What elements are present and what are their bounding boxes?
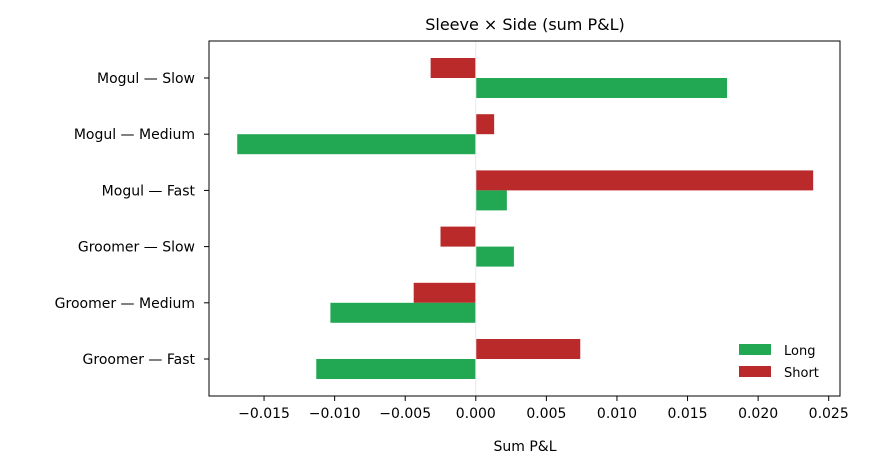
x-tick-label: 0.015	[667, 406, 707, 422]
bar-short	[475, 114, 495, 135]
bar-long	[237, 134, 476, 155]
chart-title: Sleeve × Side (sum P&L)	[425, 15, 625, 34]
bar-long	[316, 359, 476, 379]
y-tick-label: Mogul — Fast	[102, 183, 196, 199]
bar-long	[475, 78, 728, 98]
bar-short	[475, 339, 581, 359]
x-tick-label: 0.000	[456, 406, 496, 422]
bar-short	[430, 58, 476, 78]
axes-frame	[208, 40, 841, 397]
bar-short	[413, 282, 476, 303]
y-tick-label: Mogul — Medium	[74, 127, 195, 143]
y-tick-label: Groomer — Medium	[55, 296, 195, 312]
bar-long	[475, 246, 514, 267]
y-tick-label: Groomer — Fast	[83, 352, 196, 368]
y-tick-label: Groomer — Slow	[78, 240, 195, 256]
legend-swatch-long	[739, 344, 771, 355]
x-tick-label: 0.020	[738, 406, 778, 422]
legend-label-long: Long	[784, 344, 815, 359]
bar-short	[440, 226, 476, 247]
bar-short	[475, 170, 814, 191]
bar-long	[475, 190, 507, 211]
x-tick-label: −0.010	[309, 406, 361, 422]
x-tick-label: 0.005	[526, 406, 566, 422]
x-axis-label: Sum P&L	[493, 439, 556, 455]
y-tick-label: Mogul — Slow	[97, 71, 195, 87]
legend: Long Short	[739, 344, 819, 381]
x-tick-label: 0.010	[597, 406, 637, 422]
legend-swatch-short	[739, 366, 771, 377]
bar-long	[330, 302, 476, 323]
x-tick-label: −0.015	[238, 406, 290, 422]
legend-label-short: Short	[784, 366, 819, 381]
x-tick-label: 0.025	[809, 406, 849, 422]
x-tick-label: −0.005	[379, 406, 431, 422]
